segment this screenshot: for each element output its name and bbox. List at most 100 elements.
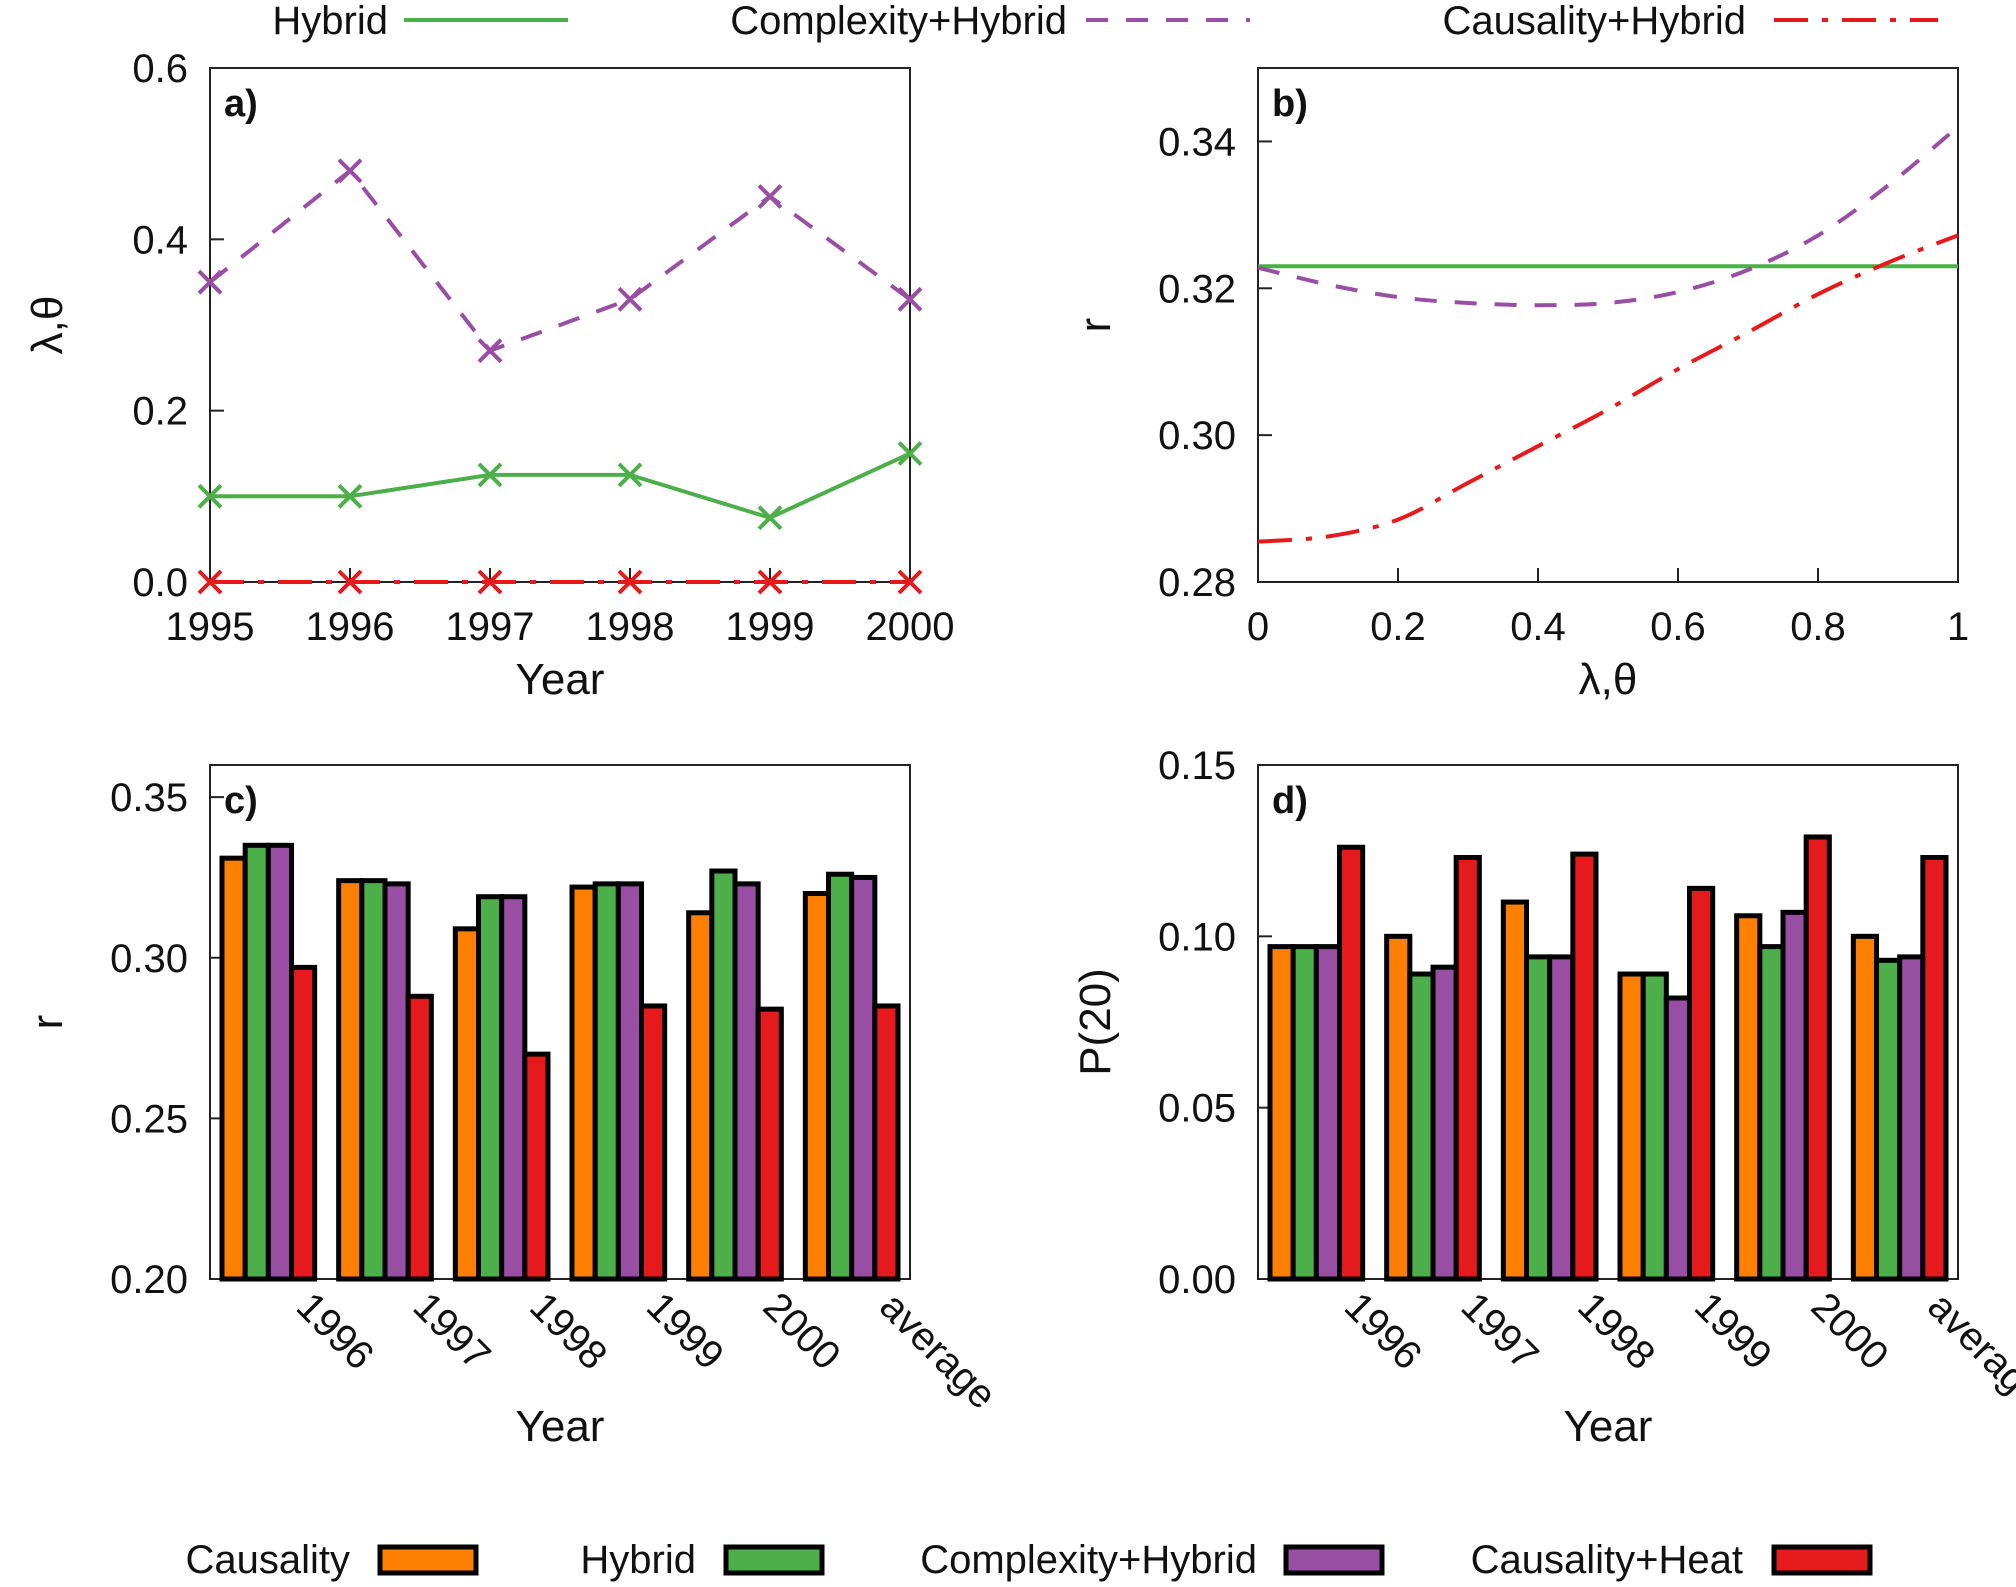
bar-causality-heat-1998 <box>1570 851 1599 1282</box>
bar-causality-1996 <box>219 855 248 1282</box>
y-axis-label: λ,θ <box>23 296 72 355</box>
y-tick-label: 0.2 <box>132 390 188 434</box>
series-line-hybrid <box>210 451 911 520</box>
bar-causality-heat-average <box>1920 855 1949 1282</box>
legend-label: Causality+Heat <box>1471 1538 1743 1582</box>
data-point-marker <box>477 338 503 364</box>
bar-causality-heat-2000 <box>1803 834 1832 1282</box>
legend-label: Hybrid <box>272 0 388 43</box>
data-point-marker <box>897 441 923 466</box>
x-tick-label: 0 <box>1247 605 1269 649</box>
bar-complexity-hybrid-2000 <box>1780 909 1809 1282</box>
bar-hybrid-1996 <box>1290 944 1319 1282</box>
plot-frame <box>1257 764 1959 1280</box>
x-tick-label: 1998 <box>586 605 675 649</box>
x-tick-label: 1 <box>1947 605 1969 649</box>
y-tick-label: 0.34 <box>1158 120 1236 164</box>
series-line-complexity-hybrid <box>1257 125 1960 308</box>
data-point-marker <box>477 462 503 488</box>
y-tick-label: 0.15 <box>1158 744 1236 788</box>
bar-hybrid-1998 <box>1524 954 1553 1282</box>
y-tick-label: 0.35 <box>110 776 188 820</box>
bar-causality-1999 <box>1617 971 1646 1282</box>
y-tick-label: 0.32 <box>1158 267 1236 311</box>
x-tick-label: 1998 <box>521 1284 615 1378</box>
legend-swatch-box <box>377 1544 479 1576</box>
panel-label: d) <box>1272 780 1308 822</box>
legend-label: Complexity+Hybrid <box>920 1538 1257 1582</box>
y-axis-label: r <box>23 1015 72 1030</box>
bar-causality-heat-1996 <box>289 964 318 1282</box>
legend-label: Causality+Hybrid <box>1443 0 1746 43</box>
data-point-marker <box>197 483 223 509</box>
bar-causality-heat-1997 <box>405 993 434 1282</box>
bar-hybrid-2000 <box>709 868 738 1282</box>
x-tick-label: 1998 <box>1569 1284 1663 1378</box>
x-axis-label: Year <box>516 1402 605 1451</box>
x-tick-label: 0.6 <box>1650 605 1706 649</box>
bottom-legend: Causality Hybrid Complexity+Hybrid Causalit… <box>185 1538 1873 1582</box>
legend-swatch-box <box>1771 1544 1873 1576</box>
bar-complexity-hybrid-1997 <box>1430 964 1459 1282</box>
x-tick-label: 1999 <box>638 1284 732 1378</box>
series-line-causality-hybrid <box>1257 233 1959 544</box>
bar-causality-heat-1996 <box>1337 844 1366 1282</box>
bar-hybrid-1997 <box>1407 971 1436 1282</box>
x-tick-label: 2000 <box>1803 1284 1897 1378</box>
x-tick-label: average <box>1919 1284 2016 1417</box>
legend-label: Complexity+Hybrid <box>730 0 1067 43</box>
y-tick-label: 0.00 <box>1158 1258 1236 1302</box>
plot-frame <box>1257 67 1959 583</box>
data-point-marker <box>197 569 223 595</box>
panel-label: c) <box>224 780 258 822</box>
panel-label: a) <box>224 83 258 125</box>
x-tick-label: 1996 <box>306 605 395 649</box>
x-tick-label: 1995 <box>166 605 255 649</box>
panel-d-bar-chart: 0.00 0.05 0.10 0.15 d) Year P(20) 1996 1997 1998 1… <box>1071 744 2016 1451</box>
bar-hybrid-2000 <box>1757 944 1786 1282</box>
panel-a-line-chart: 0.0 0.2 0.4 0.6 a) Year λ,θ 1995 1996 1997 1998 199… <box>23 47 954 704</box>
x-axis-label: Year <box>516 655 605 704</box>
bar-causality-heat-1997 <box>1453 855 1482 1282</box>
x-axis-label: λ,θ <box>1579 655 1638 704</box>
legend-label: Hybrid <box>580 1538 696 1582</box>
top-legend: Hybrid Complexity+Hybrid Causality+Hybrid <box>272 0 1938 43</box>
bar-causality-heat-1999 <box>639 1003 668 1282</box>
bar-causality-1997 <box>336 878 365 1282</box>
bar-hybrid-average <box>1874 957 1903 1282</box>
x-tick-label: 2000 <box>866 605 955 649</box>
x-tick-label: 1997 <box>405 1284 499 1378</box>
bar-complexity-hybrid-average <box>849 874 878 1282</box>
bar-causality-average <box>802 891 831 1282</box>
data-point-marker <box>617 286 643 312</box>
x-tick-label: 0.8 <box>1790 605 1846 649</box>
bar-hybrid-1996 <box>242 842 271 1282</box>
data-point-marker <box>337 158 363 184</box>
plot-frame <box>209 764 911 1280</box>
y-tick-label: 0.10 <box>1158 915 1236 959</box>
bar-complexity-hybrid-1996 <box>1313 944 1343 1282</box>
data-point-marker <box>197 269 223 295</box>
bar-complexity-hybrid-average <box>1897 954 1926 1282</box>
data-point-marker <box>757 184 783 209</box>
bar-causality-2000 <box>1734 913 1763 1282</box>
y-tick-label: 0.20 <box>110 1258 188 1302</box>
y-tick-label: 0.25 <box>110 1097 188 1141</box>
bar-causality-heat-average <box>872 1003 901 1282</box>
bar-complexity-hybrid-1998 <box>499 894 528 1282</box>
bar-hybrid-1999 <box>592 881 621 1282</box>
y-tick-label: 0.28 <box>1158 561 1236 605</box>
bar-causality-1998 <box>452 926 482 1282</box>
data-point-marker <box>617 569 643 595</box>
legend-swatch-box <box>1283 1544 1385 1576</box>
data-point-marker <box>757 569 783 595</box>
bar-causality-1997 <box>1384 933 1413 1282</box>
data-point-marker <box>617 462 643 488</box>
bar-causality-heat-1999 <box>1687 885 1716 1282</box>
data-point-marker <box>337 569 363 595</box>
data-point-marker <box>897 569 923 595</box>
bar-complexity-hybrid-1996 <box>265 842 295 1282</box>
bar-causality-1996 <box>1267 944 1296 1282</box>
data-point-marker <box>477 569 503 595</box>
